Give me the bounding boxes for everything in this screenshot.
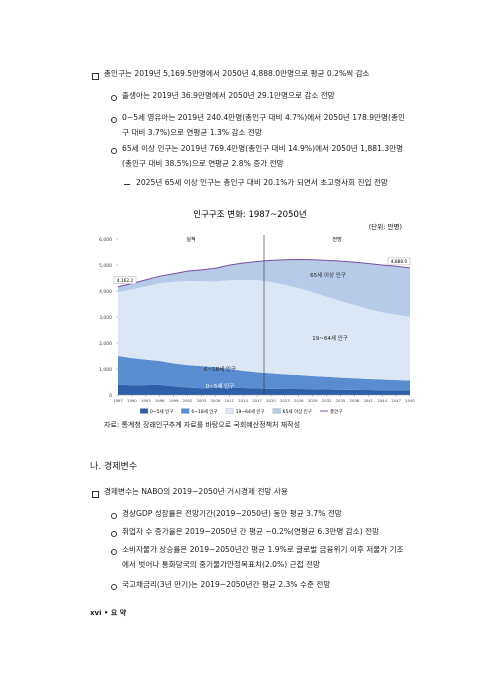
chart: 인구구조 변화: 1987~2050년 (단위: 만명) 0 1,000 2,000 3,…: [99, 209, 415, 415]
period-label: 실적: [186, 236, 195, 243]
x-tick-label: 2044: [377, 398, 387, 403]
circle-bullet: [111, 117, 117, 123]
x-tick-label: 2026: [294, 398, 304, 403]
value-label: 4,162.2: [117, 278, 134, 284]
x-tick-label: 2032: [322, 398, 332, 403]
x-tick-label: 2029: [308, 398, 318, 403]
chart-title: 인구구조 변화: 1987~2050년: [193, 209, 306, 220]
legend-label: 65세 이상 인구: [283, 408, 312, 415]
circle-bullet: [111, 513, 117, 519]
area-label: 65세 이상 인구: [310, 271, 346, 279]
item: 65세 이상 인구는 2019년 769.4만명(총인구 대비 14.9%)에서…: [122, 144, 404, 168]
square-bullet: [92, 73, 99, 80]
x-tick-label: 2011: [224, 398, 234, 403]
value-label-box: [113, 276, 137, 284]
item: 국고채금리(3년 만기)는 2019~2050년간 평균 2.3% 수준 전망: [122, 580, 331, 589]
dash-bullet: [124, 184, 130, 185]
x-tick-label: 2035: [336, 398, 346, 403]
circle-bullet: [111, 95, 117, 101]
square-bullet: [92, 491, 99, 498]
section-title: 나. 경제변수: [90, 462, 138, 472]
x-tick-label: 2005: [197, 398, 207, 403]
y-tick-label: 1,000: [99, 367, 112, 373]
period-label: 전망: [332, 236, 342, 243]
x-tick-label: 2023: [280, 398, 290, 403]
legend-label: 총인구: [330, 408, 342, 415]
y-tick-label: 2,000: [99, 341, 112, 347]
item: 0~5세 영유아는 2019년 240.4만명(총인구 대비 4.7%)에서 2…: [122, 113, 405, 137]
subitem: 2025년 65세 이상 인구는 총인구 대비 20.1%가 되면서 초고령사회…: [136, 178, 388, 187]
circle-bullet: [111, 549, 117, 555]
footer: xvi • 요 약: [90, 609, 127, 617]
y-tick-label: 5,000: [99, 263, 112, 269]
x-tick-label: 1993: [141, 398, 151, 403]
y-tick-label: 0: [109, 393, 112, 399]
legend-label: 6~18세 인구: [191, 408, 217, 415]
x-tick-label: 2014: [238, 398, 248, 403]
heading: 경제변수는 NABO의 2019~2050년 거시경제 전망 사용: [104, 487, 288, 496]
x-tick-label: 2047: [391, 398, 401, 403]
area-label: 19~64세 인구: [312, 334, 348, 342]
legend-swatch: [225, 408, 234, 414]
heading: 총인구는 2019년 5,169.5만명에서 2050년 4,888.0만명으로…: [104, 69, 370, 78]
value-label-box: [387, 257, 411, 266]
y-tick-label: 6,000: [99, 237, 112, 243]
x-tick-label: 1987: [113, 398, 123, 403]
item: 소비자물가 상승률은 2019~2050년간 평균 1.9%로 글로벌 금융위기…: [122, 545, 404, 569]
x-tick-label: 1999: [169, 398, 179, 403]
circle-bullet: [111, 584, 117, 590]
source: 자료: 통계청 장래인구추계 자료를 바탕으로 국회예산정책처 재작성: [104, 421, 301, 429]
area-label: 6~18세 인구: [204, 365, 236, 373]
value-label: 4,888.0: [391, 259, 408, 265]
area-label: 0~5세 인구: [206, 382, 235, 390]
x-tick-label: 2002: [183, 398, 193, 403]
area: [118, 259, 410, 317]
x-tick-label: 2008: [210, 398, 220, 403]
x-tick-label: 1996: [155, 398, 165, 403]
legend-swatch: [181, 408, 190, 414]
x-tick-label: 2017: [252, 398, 262, 403]
unit-label: (단위: 만명): [369, 222, 402, 231]
item: 경상GDP 성장률은 전망기간(2019~2050년) 동안 평균 3.7% 전…: [122, 509, 342, 518]
circle-bullet: [111, 148, 117, 154]
legend-swatch: [272, 408, 281, 414]
legend-label: 19~64세 인구: [236, 408, 265, 415]
x-tick-label: 2020: [266, 398, 276, 403]
x-tick-label: 2041: [363, 398, 373, 403]
y-tick-label: 3,000: [99, 315, 112, 321]
x-tick-label: 2038: [350, 398, 360, 403]
item: 취업자 수 증가율은 2019~2050년 간 평균 −0.2%(연평균 6.3…: [122, 527, 380, 536]
y-tick-label: 4,000: [99, 289, 112, 295]
circle-bullet: [111, 531, 117, 537]
legend-label: 0~5세 인구: [150, 408, 173, 415]
x-tick-label: 1990: [127, 398, 137, 403]
x-tick-label: 2050: [405, 398, 415, 403]
item: 출생아는 2019년 36.9만명에서 2050년 29.1만명으로 감소 전망: [122, 91, 335, 100]
legend-swatch: [139, 408, 149, 414]
